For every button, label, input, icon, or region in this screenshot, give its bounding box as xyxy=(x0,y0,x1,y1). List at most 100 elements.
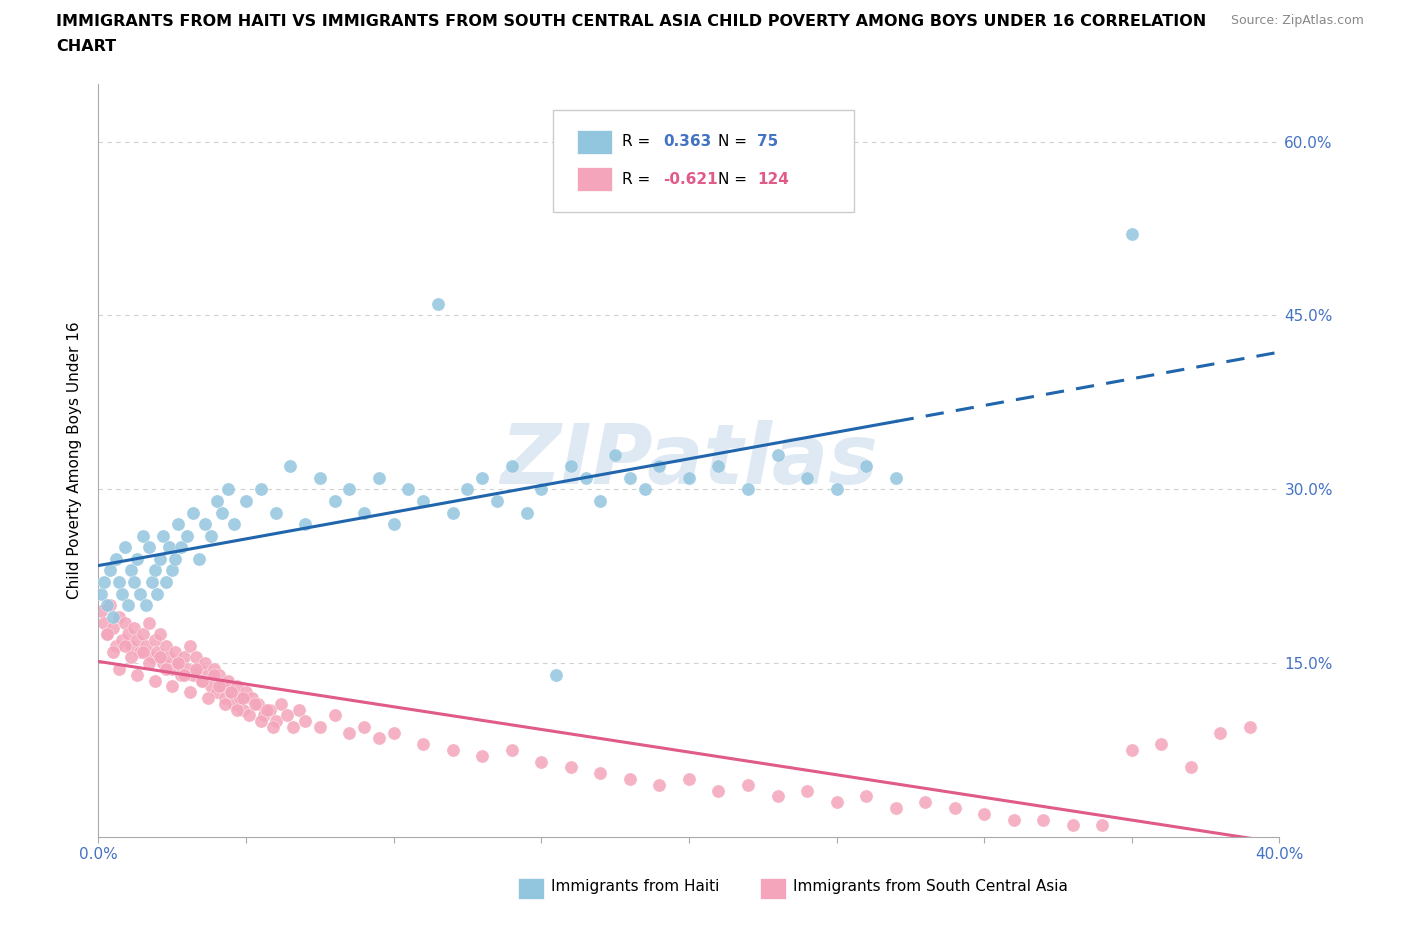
Point xyxy=(98,598,121,613)
Point xyxy=(217,482,239,497)
Point xyxy=(143,632,166,647)
Point xyxy=(619,471,641,485)
Point xyxy=(194,656,217,671)
Point xyxy=(368,731,391,746)
Point xyxy=(152,528,174,543)
Point xyxy=(96,598,118,613)
Point xyxy=(441,743,464,758)
Point xyxy=(339,725,361,740)
Point xyxy=(253,708,276,723)
Point xyxy=(737,777,759,792)
Point xyxy=(208,668,231,683)
Bar xyxy=(517,878,544,898)
Point xyxy=(200,528,222,543)
Point xyxy=(530,754,553,769)
Point xyxy=(235,684,257,699)
Point xyxy=(108,609,131,624)
Point xyxy=(766,447,789,462)
Point xyxy=(191,673,214,688)
Point xyxy=(187,661,209,676)
Point xyxy=(229,690,252,705)
Point xyxy=(173,668,195,683)
Point xyxy=(288,702,311,717)
Point xyxy=(412,737,434,751)
Point xyxy=(155,575,177,590)
Point xyxy=(471,749,494,764)
Point xyxy=(135,638,157,653)
Point xyxy=(90,586,112,601)
Point xyxy=(149,627,172,642)
Point xyxy=(165,644,187,659)
Point xyxy=(143,673,166,688)
Point xyxy=(855,789,877,804)
Point xyxy=(96,627,118,642)
Point xyxy=(240,690,263,705)
Point xyxy=(197,690,219,705)
Point xyxy=(232,690,254,705)
Point xyxy=(224,697,246,711)
Point xyxy=(138,656,160,671)
Point xyxy=(516,505,538,520)
Bar xyxy=(576,129,612,153)
Point xyxy=(264,713,287,728)
Point xyxy=(128,644,150,659)
Point xyxy=(214,690,236,705)
Point xyxy=(1121,743,1143,758)
Point xyxy=(138,539,160,554)
Point xyxy=(157,539,180,554)
Point xyxy=(114,638,136,653)
Point xyxy=(238,708,260,723)
Point xyxy=(217,673,239,688)
Point xyxy=(270,697,292,711)
Text: Source: ZipAtlas.com: Source: ZipAtlas.com xyxy=(1230,14,1364,27)
Point xyxy=(648,777,671,792)
Point xyxy=(176,661,198,676)
Point xyxy=(146,586,169,601)
Point xyxy=(1032,812,1054,827)
Point xyxy=(546,668,568,683)
Point xyxy=(149,650,172,665)
Point xyxy=(170,539,193,554)
Point xyxy=(243,697,266,711)
Point xyxy=(634,482,657,497)
Point xyxy=(184,650,207,665)
Point xyxy=(167,656,190,671)
Point xyxy=(122,575,145,590)
Y-axis label: Child Poverty Among Boys Under 16: Child Poverty Among Boys Under 16 xyxy=(67,322,83,599)
Point xyxy=(914,795,936,810)
Point xyxy=(146,644,169,659)
Point xyxy=(412,494,434,509)
Point xyxy=(114,539,136,554)
Point xyxy=(382,517,405,532)
Point xyxy=(501,743,523,758)
Point xyxy=(132,644,155,659)
Point xyxy=(276,708,298,723)
Point xyxy=(155,638,177,653)
Point xyxy=(973,806,995,821)
Point xyxy=(250,713,273,728)
Point xyxy=(205,494,228,509)
Point xyxy=(120,650,142,665)
Point xyxy=(224,517,246,532)
Point xyxy=(202,661,225,676)
Point xyxy=(176,528,198,543)
Text: N =: N = xyxy=(718,134,752,149)
Point xyxy=(117,598,139,613)
Point xyxy=(157,650,180,665)
Point xyxy=(143,563,166,578)
Point xyxy=(167,517,190,532)
Point xyxy=(737,482,759,497)
Point xyxy=(530,482,553,497)
Point xyxy=(162,563,183,578)
Point xyxy=(246,697,269,711)
Point xyxy=(165,551,187,566)
Point xyxy=(707,783,730,798)
Point xyxy=(1062,818,1084,833)
Point xyxy=(120,638,142,653)
Point xyxy=(221,684,243,699)
Point xyxy=(1150,737,1173,751)
Point xyxy=(103,644,125,659)
Point xyxy=(398,482,420,497)
Point xyxy=(162,661,183,676)
Point xyxy=(309,720,332,735)
